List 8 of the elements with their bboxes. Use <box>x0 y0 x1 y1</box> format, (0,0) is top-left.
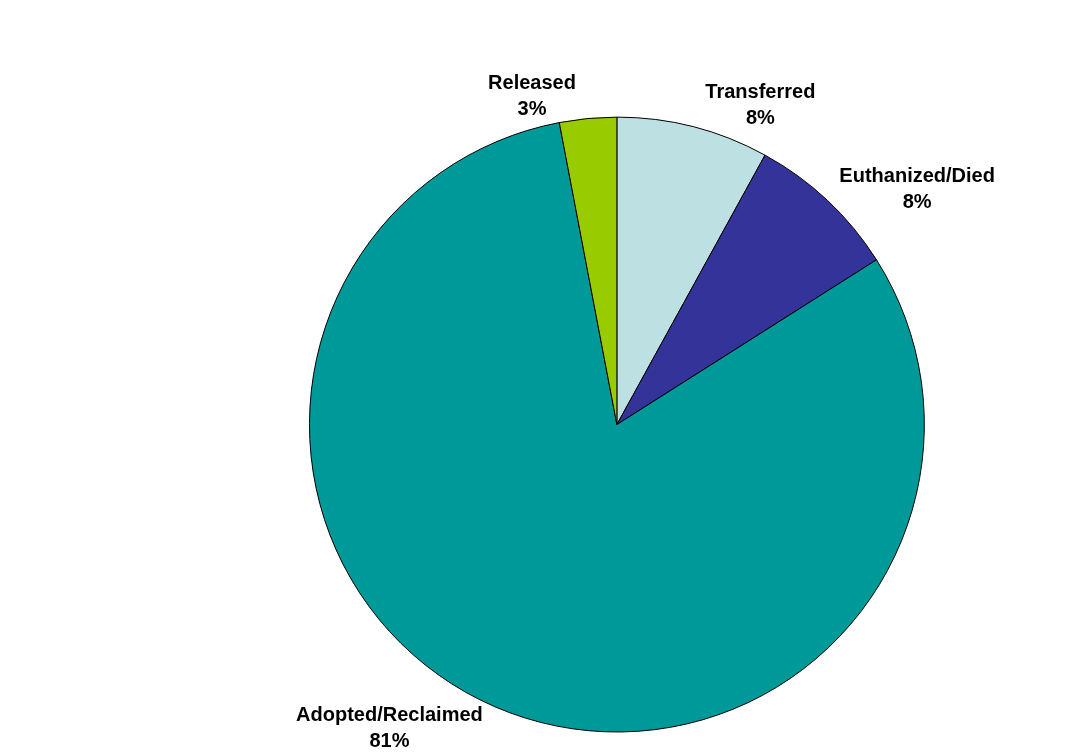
data-label: 8% <box>902 189 932 212</box>
slice-label: Adopted/Reclaimed <box>296 702 483 725</box>
data-label: 81% <box>369 728 410 751</box>
data-label: 3% <box>517 96 547 119</box>
slice-label: Transferred <box>705 80 816 103</box>
data-label: 8% <box>745 106 776 129</box>
slice-label: Released <box>488 70 576 93</box>
slice-label: Euthanized/Died <box>839 163 995 186</box>
